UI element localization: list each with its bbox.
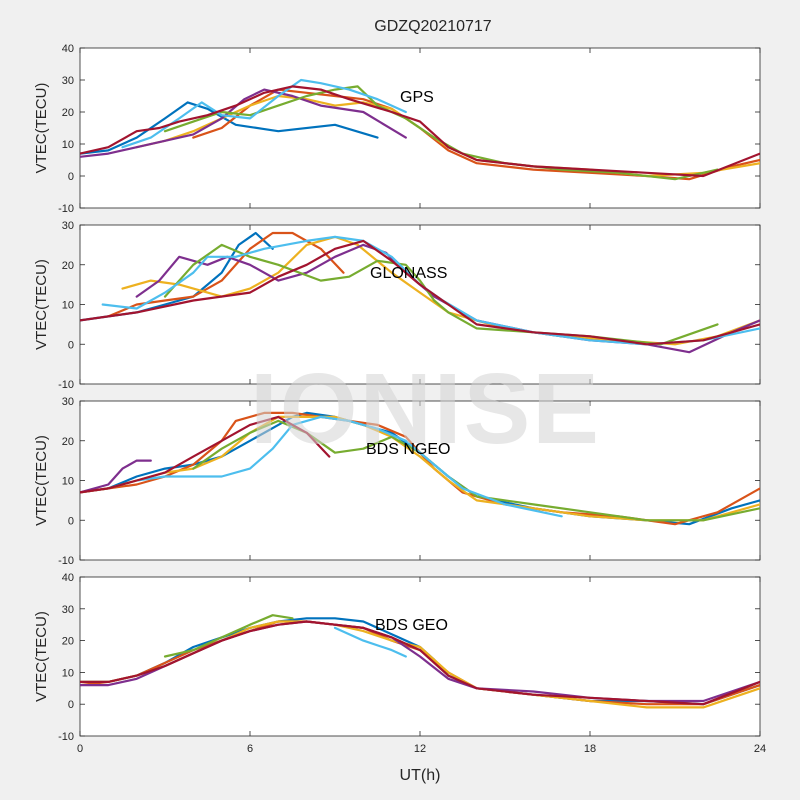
- series-group: [80, 411, 760, 526]
- series-group: [80, 78, 760, 181]
- figure-title: GDZQ20210717: [374, 18, 492, 35]
- series-line-5: [163, 85, 719, 181]
- y-tick-label: 20: [62, 107, 74, 119]
- y-tick-label: 0: [68, 339, 74, 351]
- panel-label: GLONASS: [370, 265, 447, 282]
- series-line-5: [163, 614, 294, 658]
- y-tick-label: 0: [68, 171, 74, 183]
- y-tick-label: -10: [58, 555, 74, 567]
- series-line-6: [333, 626, 407, 658]
- y-tick-label: 40: [62, 572, 74, 584]
- panel-label: BDS NGEO: [366, 441, 450, 458]
- y-tick-label: -10: [58, 731, 74, 743]
- series-line-4: [80, 459, 152, 494]
- y-axis-label: VTEC(TECU): [33, 611, 50, 702]
- y-axis-label: VTEC(TECU): [33, 259, 50, 350]
- y-tick-label: 30: [62, 604, 74, 616]
- panel-label: BDS GEO: [375, 617, 448, 634]
- x-tick-label: 24: [754, 743, 766, 755]
- series-line-6: [121, 78, 407, 149]
- y-tick-label: 30: [62, 396, 74, 408]
- series-line-7: [80, 239, 760, 346]
- y-tick-label: 30: [62, 220, 74, 232]
- series-line-5: [192, 419, 760, 522]
- series-line-7: [80, 620, 760, 706]
- series-line-7: [80, 415, 331, 494]
- y-tick-label: 10: [62, 300, 74, 312]
- y-tick-label: 10: [62, 139, 74, 151]
- plot-area: [79, 224, 761, 385]
- series-line-7: [80, 85, 760, 178]
- panel-label: GPS: [400, 89, 434, 106]
- y-tick-label: -10: [58, 203, 74, 215]
- series-line-6: [135, 415, 563, 518]
- y-tick-label: 30: [62, 75, 74, 87]
- subplot-gps: -10 0 10 20 30 40 VTEC(TECU) GPS: [33, 43, 761, 215]
- y-tick-label: -10: [58, 379, 74, 391]
- y-tick-label: 0: [68, 515, 74, 527]
- y-tick-label: 0: [68, 699, 74, 711]
- y-tick-label: 20: [62, 436, 74, 448]
- subplot-bds-ngeo: -10 0 10 20 30 VTEC(TECU) BDS NGEO: [33, 396, 761, 567]
- y-axis-label: VTEC(TECU): [33, 83, 50, 174]
- subplot-glonass: -10 0 10 20 30 VTEC(TECU) GLONASS: [33, 220, 761, 391]
- series-group: [80, 231, 760, 354]
- x-tick-label: 0: [77, 743, 83, 755]
- x-tick-label: 6: [247, 743, 253, 755]
- x-tick-label: 12: [414, 743, 426, 755]
- series-line-4: [80, 88, 407, 158]
- y-tick-label: 10: [62, 476, 74, 488]
- x-tick-label: 18: [584, 743, 596, 755]
- y-axis-label: VTEC(TECU): [33, 435, 50, 526]
- series-group: [80, 614, 760, 709]
- y-tick-label: 40: [62, 43, 74, 55]
- y-tick-label: 20: [62, 260, 74, 272]
- y-tick-label: 10: [62, 667, 74, 679]
- plot-area: [79, 400, 761, 561]
- x-axis-label: UT(h): [400, 767, 441, 784]
- y-tick-label: 20: [62, 636, 74, 648]
